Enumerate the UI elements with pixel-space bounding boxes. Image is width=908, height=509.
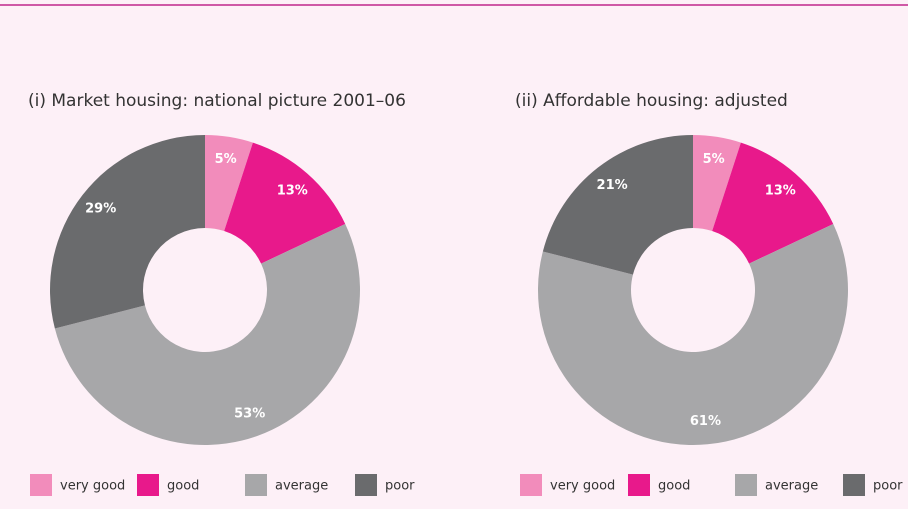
donut-slice — [224, 142, 346, 264]
legend-label: poor — [873, 479, 903, 494]
legend-label: very good — [550, 479, 615, 494]
legend-swatch — [137, 474, 159, 496]
donut-slice — [712, 142, 834, 264]
legend-label: very good — [60, 479, 125, 494]
donut-slice — [693, 135, 741, 232]
legend-label: average — [275, 479, 328, 494]
chart-title: (ii) Affordable housing: adjusted — [515, 91, 788, 111]
value-label: 13% — [277, 183, 308, 198]
legend-swatch — [30, 474, 52, 496]
chart-title: (i) Market housing: national picture 200… — [28, 91, 406, 111]
value-label: 29% — [85, 202, 116, 217]
donut-slice — [50, 135, 206, 329]
value-label: 13% — [765, 183, 796, 198]
legend-label: good — [167, 479, 199, 494]
donut-slice — [542, 135, 693, 275]
legend-swatch — [735, 474, 757, 496]
legend-swatch — [843, 474, 865, 496]
value-label: 53% — [234, 407, 265, 422]
value-label: 61% — [690, 414, 721, 429]
donut-slice — [205, 135, 253, 232]
donut-slice — [54, 224, 361, 445]
legend-swatch — [245, 474, 267, 496]
value-label: 5% — [215, 152, 237, 167]
legend-label: poor — [385, 479, 415, 494]
value-label: 21% — [597, 178, 628, 193]
legend-swatch — [355, 474, 377, 496]
legend-label: good — [658, 479, 690, 494]
legend-label: average — [765, 479, 818, 494]
legend-swatch — [628, 474, 650, 496]
legend-swatch — [520, 474, 542, 496]
donut-slice — [537, 224, 848, 446]
value-label: 5% — [703, 152, 725, 167]
